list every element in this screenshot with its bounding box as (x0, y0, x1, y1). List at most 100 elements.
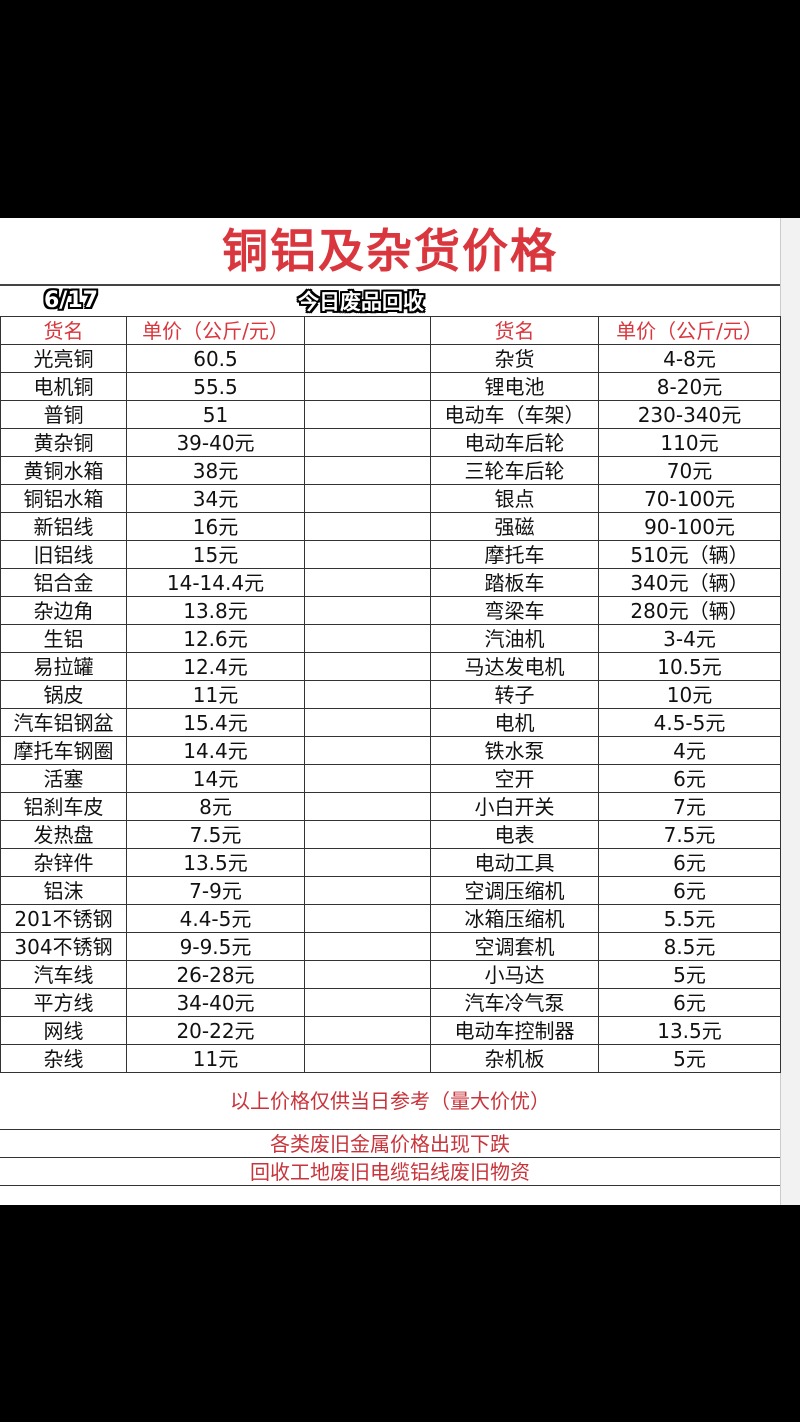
item-price-right: 110元 (598, 428, 781, 457)
item-name-right: 空调套机 (430, 932, 599, 961)
item-name-left: 新铝线 (0, 512, 127, 541)
item-price-left: 12.6元 (126, 624, 305, 653)
sheet-side-strip (780, 218, 800, 1205)
item-name-left: 杂锌件 (0, 848, 127, 877)
item-price-left: 13.5元 (126, 848, 305, 877)
item-name-right: 电动车控制器 (430, 1016, 599, 1045)
table-row: 光亮铜 60.5 杂货 4-8元 (0, 344, 781, 373)
empty-cell (304, 344, 431, 373)
item-price-left: 14元 (126, 764, 305, 793)
table-row: 平方线 34-40元 汽车冷气泵 6元 (0, 988, 781, 1017)
item-name-left: 铝刹车皮 (0, 792, 127, 821)
tagline: 今日废品回收 (298, 290, 424, 314)
subtitle-row: 6/17 今日废品回收 (0, 286, 780, 316)
item-name-right: 空开 (430, 764, 599, 793)
item-name-right: 杂机板 (430, 1044, 599, 1073)
page-title: 铜铝及杂货价格 (0, 218, 780, 286)
item-price-right: 90-100元 (598, 512, 781, 541)
item-name-right: 汽油机 (430, 624, 599, 653)
item-price-right: 8.5元 (598, 932, 781, 961)
empty-cell (304, 456, 431, 485)
empty-cell (304, 652, 431, 681)
table-row: 新铝线 16元 强磁 90-100元 (0, 512, 781, 541)
item-name-left: 普铜 (0, 400, 127, 429)
item-price-right: 3-4元 (598, 624, 781, 653)
empty-cell (304, 960, 431, 989)
item-price-left: 13.8元 (126, 596, 305, 625)
item-name-left: 杂边角 (0, 596, 127, 625)
item-name-left: 平方线 (0, 988, 127, 1017)
table-row: 杂线 11元 杂机板 5元 (0, 1044, 781, 1073)
item-price-right: 6元 (598, 848, 781, 877)
empty-cell (304, 876, 431, 905)
item-name-left: 生铝 (0, 624, 127, 653)
header-price-left: 单价（公斤/元） (126, 316, 305, 345)
table-row: 电机铜 55.5 锂电池 8-20元 (0, 372, 781, 401)
item-name-left: 网线 (0, 1016, 127, 1045)
empty-cell (304, 624, 431, 653)
price-sheet: 铜铝及杂货价格 6/17 今日废品回收 货名 单价（公斤/元） 货名 单价（公斤… (0, 218, 800, 1205)
item-price-left: 38元 (126, 456, 305, 485)
item-name-left: 铝沫 (0, 876, 127, 905)
item-price-left: 39-40元 (126, 428, 305, 457)
table-row: 黄铜水箱 38元 三轮车后轮 70元 (0, 456, 781, 485)
empty-cell (304, 1044, 431, 1073)
item-price-left: 16元 (126, 512, 305, 541)
item-name-right: 转子 (430, 680, 599, 709)
item-name-right: 杂货 (430, 344, 599, 373)
table-row: 铝沫 7-9元 空调压缩机 6元 (0, 876, 781, 905)
table-row: 锅皮 11元 转子 10元 (0, 680, 781, 709)
table-row: 发热盘 7.5元 电表 7.5元 (0, 820, 781, 849)
item-name-right: 空调压缩机 (430, 876, 599, 905)
item-name-left: 汽车铝钢盆 (0, 708, 127, 737)
table-row: 易拉罐 12.4元 马达发电机 10.5元 (0, 652, 781, 681)
item-price-left: 12.4元 (126, 652, 305, 681)
table-row: 铜铝水箱 34元 银点 70-100元 (0, 484, 781, 513)
item-name-left: 黄铜水箱 (0, 456, 127, 485)
empty-cell (304, 1016, 431, 1045)
item-name-left: 黄杂铜 (0, 428, 127, 457)
item-name-left: 光亮铜 (0, 344, 127, 373)
item-price-right: 5.5元 (598, 904, 781, 933)
empty-cell (304, 680, 431, 709)
item-name-right: 马达发电机 (430, 652, 599, 681)
empty-cell (304, 568, 431, 597)
item-name-right: 汽车冷气泵 (430, 988, 599, 1017)
empty-cell (304, 988, 431, 1017)
item-price-left: 15元 (126, 540, 305, 569)
item-price-left: 60.5 (126, 344, 305, 373)
item-name-left: 304不锈钢 (0, 932, 127, 961)
table-row: 摩托车钢圈 14.4元 铁水泵 4元 (0, 736, 781, 765)
item-name-right: 摩托车 (430, 540, 599, 569)
table-row: 铝刹车皮 8元 小白开关 7元 (0, 792, 781, 821)
item-name-right: 小白开关 (430, 792, 599, 821)
item-price-left: 11元 (126, 1044, 305, 1073)
item-price-left: 14.4元 (126, 736, 305, 765)
table-row: 旧铝线 15元 摩托车 510元（辆） (0, 540, 781, 569)
empty-cell (304, 400, 431, 429)
item-price-right: 5元 (598, 960, 781, 989)
empty-cell (304, 484, 431, 513)
item-price-right: 10元 (598, 680, 781, 709)
item-price-right: 7元 (598, 792, 781, 821)
item-price-left: 26-28元 (126, 960, 305, 989)
date-label: 6/17 (44, 288, 98, 313)
item-name-left: 活塞 (0, 764, 127, 793)
header-name-left: 货名 (0, 316, 127, 345)
table-row: 201不锈钢 4.4-5元 冰箱压缩机 5.5元 (0, 904, 781, 933)
empty-cell (304, 512, 431, 541)
item-price-right: 8-20元 (598, 372, 781, 401)
item-price-left: 15.4元 (126, 708, 305, 737)
item-name-left: 电机铜 (0, 372, 127, 401)
empty-cell (304, 596, 431, 625)
item-name-left: 杂线 (0, 1044, 127, 1073)
table-header-row: 货名 单价（公斤/元） 货名 单价（公斤/元） (0, 316, 781, 345)
item-price-left: 7-9元 (126, 876, 305, 905)
item-price-right: 4元 (598, 736, 781, 765)
item-name-right: 铁水泵 (430, 736, 599, 765)
item-name-right: 电动车（车架） (430, 400, 599, 429)
table-row: 汽车铝钢盆 15.4元 电机 4.5-5元 (0, 708, 781, 737)
empty-cell (304, 736, 431, 765)
item-price-left: 9-9.5元 (126, 932, 305, 961)
empty-cell (304, 932, 431, 961)
